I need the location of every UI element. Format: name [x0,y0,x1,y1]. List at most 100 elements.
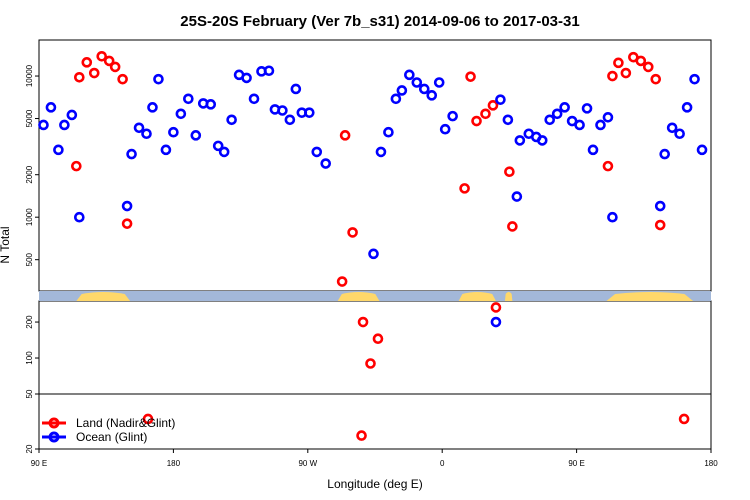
x-axis-ticks: 90 E 180 90 W 0 90 E 180 [31,449,718,468]
y-axis-ticks: 500 1000 2000 5000 10000 100 200 20 50 [25,64,39,453]
ocean-point [689,73,700,85]
ocean-point [121,200,133,212]
x-tick-label: 180 [704,459,718,468]
ocean-point [53,144,64,156]
land-point [71,160,82,172]
ocean-point [147,102,158,113]
land-point [678,413,690,425]
ocean-point [595,119,606,131]
middle-y-tick-label: 200 [25,315,34,329]
land-point [339,130,351,141]
ocean-point [277,105,288,116]
lower-y-tick-label: 20 [25,444,34,453]
x-axis-label: Longitude (deg E) [327,477,422,491]
ocean-point [607,211,618,223]
ocean-point [133,122,145,134]
ocean-point [587,144,599,156]
ocean-point [311,146,323,158]
ocean-point [602,112,614,123]
ocean-point [674,128,685,140]
ocean-point [126,148,137,160]
upper-y-tick-label: 5000 [25,109,34,127]
legend-ocean-marker [48,431,60,443]
land-region [504,292,513,301]
ocean-point [654,200,666,212]
land-point [480,108,491,120]
ocean-point [418,83,430,95]
land-point [347,227,358,238]
ocean-point [559,102,570,113]
x-tick-label: 90 E [31,459,47,468]
land-point [81,57,93,68]
land-point [74,71,85,83]
ocean-point [433,77,445,88]
land-point [459,183,470,194]
ocean-point [681,102,693,113]
ocean-point [141,128,152,140]
land-point [109,61,121,73]
land-point [142,413,154,425]
ocean-point [551,108,563,120]
land-point [635,55,647,67]
ocean-point [226,114,237,126]
ocean-point [375,146,387,158]
ocean-point [544,114,556,126]
land-ocean-strip [39,291,711,301]
ocean-point [511,191,523,202]
land-point [336,276,348,287]
lower-y-tick-label: 50 [25,389,34,398]
land-point [607,70,618,82]
land-point [465,71,476,82]
ocean-point [168,126,179,138]
chart-title: 25S-20S February (Ver 7b_s31) 2014-09-06… [180,13,579,30]
ocean-point [303,107,315,118]
land-region [606,292,694,301]
ocean-point [248,93,260,105]
land-point [504,166,515,178]
upper-y-tick-label: 1000 [25,208,34,226]
land-region [337,292,380,301]
upper-y-tick-label: 500 [25,252,34,266]
ocean-point [153,73,164,85]
ocean-point [383,126,394,138]
ocean-point [284,114,296,126]
ocean-point [490,316,502,328]
land-point [372,333,384,345]
x-tick-label: 90 W [298,459,317,468]
ocean-point [447,110,458,122]
land-point [471,115,482,127]
data-points [38,50,708,441]
y-axis-label: N Total [0,226,12,263]
ocean-point [404,69,415,81]
x-tick-label: 180 [167,459,181,468]
ocean-point [183,93,194,105]
ocean-point [536,135,548,146]
ocean-point [45,102,57,113]
legend: Land (Nadir&Glint) Ocean (Glint) [42,416,175,444]
ocean-point [38,119,49,131]
land-point [365,358,376,369]
ocean-point [205,99,217,110]
ocean-point [495,94,506,105]
land-point [654,219,666,231]
ocean-point [659,148,671,160]
land-point [356,430,367,441]
x-tick-label: 0 [440,459,445,468]
land-point [507,221,518,232]
land-region [458,292,496,301]
land-point [117,73,128,85]
ocean-point [263,65,275,77]
ocean-point [190,130,202,141]
ocean-point [368,248,379,260]
land-point [103,55,115,67]
ocean-point [426,90,438,101]
ocean-point [390,93,402,105]
ocean-point [218,146,230,158]
ocean-point [241,72,252,84]
ocean-point [212,140,224,152]
middle-y-tick-label: 100 [25,351,34,365]
land-point [602,160,614,172]
land-region [76,292,131,301]
upper-y-tick-label: 10000 [25,64,34,87]
